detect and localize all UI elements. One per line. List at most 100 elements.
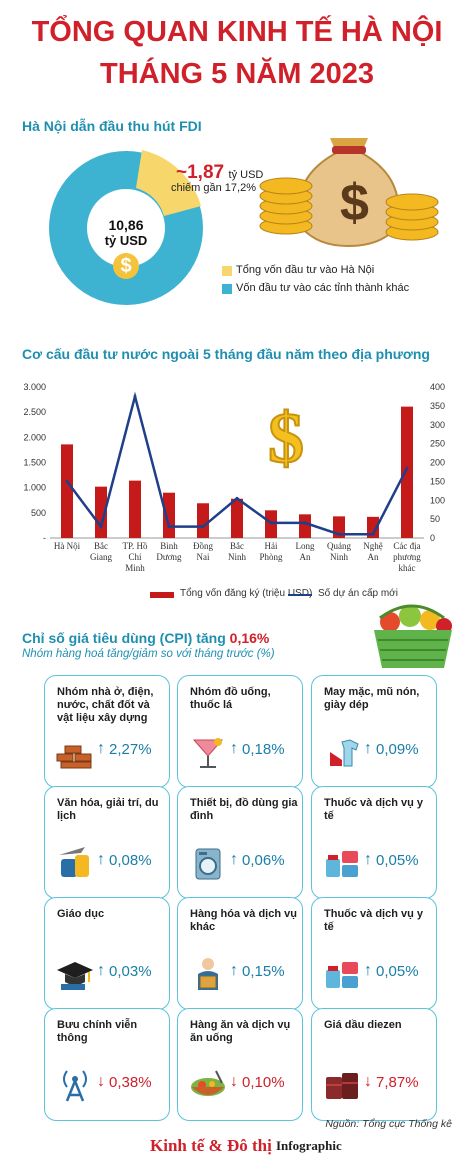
bricks-icon (55, 734, 95, 770)
line-point (337, 532, 341, 536)
y-right-tick-label: 150 (430, 476, 445, 486)
arrow-up-icon: ↑ (364, 851, 372, 868)
x-tick-label: TP. Hồ (122, 541, 148, 551)
arrow-up-icon: ↑ (364, 740, 372, 757)
cpi-card: May mặc, mũ nón, giày dép ↑ 0,09% (311, 675, 437, 788)
x-tick-label: An (368, 552, 379, 562)
x-tick-label: Các địa (393, 541, 420, 551)
x-tick-label: phương (393, 552, 421, 562)
x-tick-label: Hải (265, 541, 278, 551)
travel-icon (55, 845, 95, 881)
chart-legend-swatch-bar (150, 592, 174, 598)
y-right-tick-label: 250 (430, 439, 445, 449)
chart-legend-label-line: Số dự án cấp mới (318, 588, 398, 599)
dollar-sign-icon: $ (268, 398, 304, 478)
arrow-up-icon: ↑ (97, 962, 105, 979)
cpi-card: Nhóm nhà ở, điện, nước, chất đốt và vật … (44, 675, 170, 788)
x-tick-label: Bình (160, 541, 178, 551)
bar (231, 498, 243, 538)
x-tick-label: Quảng (327, 541, 351, 551)
legend-swatch-hanoi (222, 266, 232, 276)
fdi-donut-chart (49, 150, 203, 305)
fdi-bar-chart: - 500 1.000 1.500 2.000 2.500 3.000 0 50 100 150 20… (23, 382, 445, 573)
x-tick-label: Ninh (228, 552, 247, 562)
cpi-card-label: Thuốc và dịch vụ y tế (324, 797, 424, 822)
line-point (235, 496, 239, 500)
y-left-tick-label: 2.500 (23, 407, 46, 417)
x-tick-label: Long (296, 541, 315, 551)
graduation-cap-icon (55, 956, 95, 992)
cpi-card-value: 0,05% (376, 963, 419, 980)
cpi-card: Thuốc và dịch vụ y tế ↑ 0,05% (311, 897, 437, 1010)
x-tick-label: Hà Nội (54, 541, 81, 551)
cpi-card-label: Giáo dục (57, 908, 105, 920)
line-point (201, 525, 205, 529)
cpi-heading-text: Chỉ số giá tiêu dùng (CPI) tăng (22, 630, 230, 646)
x-tick-label: An (300, 552, 311, 562)
bar (299, 514, 311, 538)
footer-source: Nguồn: Tổng cục Thống kê (325, 1118, 452, 1130)
arrow-down-icon: ↓ (364, 1073, 372, 1090)
y-right-tick-label: 0 (430, 533, 435, 543)
x-tick-label: Dương (156, 552, 182, 562)
bar (367, 516, 379, 538)
line-point (65, 479, 69, 483)
legend-swatch-other (222, 284, 232, 294)
chart-heading: Cơ cấu đầu tư nước ngoài 5 tháng đầu năm… (22, 346, 430, 362)
money-bag-icon: $ (259, 138, 439, 248)
fdi-total-value: 10,86 (108, 217, 144, 233)
cpi-card-value: 7,87% (376, 1074, 419, 1091)
medicine-icon (322, 845, 362, 881)
y-left-tick-label: 1.500 (23, 458, 46, 468)
arrow-up-icon: ↑ (230, 740, 238, 757)
title-line-1: TỔNG QUAN KINH TẾ HÀ NỘI (31, 16, 443, 48)
x-tick-label: Đồng (193, 541, 213, 551)
chart-legend-swatch-line (288, 594, 312, 596)
x-tick-label: Minh (125, 563, 145, 573)
title-line-2: THÁNG 5 NĂM 2023 (100, 58, 374, 90)
arrow-down-icon: ↓ (97, 1073, 105, 1090)
bar (401, 406, 413, 538)
cpi-card: Thuốc và dịch vụ y tế ↑ 0,05% (311, 786, 437, 899)
medicine-icon (322, 956, 362, 992)
line-point (405, 466, 409, 470)
cpi-card-value: 0,38% (109, 1074, 152, 1091)
cpi-card-label: Giá dầu diezen (324, 1019, 402, 1031)
cpi-card: Bưu chính viễn thông ↓ 0,38% (44, 1008, 170, 1121)
bar (129, 480, 141, 538)
arrow-up-icon: ↑ (230, 851, 238, 868)
line-point (269, 521, 273, 525)
cpi-card-label: Nhóm nhà ở, điện, nước, chất đốt và vật … (57, 686, 154, 724)
x-tick-label: Nai (197, 552, 210, 562)
cpi-card-value: 0,18% (242, 741, 285, 758)
cpi-card-label: Hàng ăn và dịch vụ ăn uống (190, 1019, 291, 1044)
cpi-card-value: 0,03% (109, 963, 152, 980)
legend-label-hanoi: Tổng vốn đầu tư vào Hà Nội (236, 264, 375, 276)
cpi-card: Hàng ăn và dịch vụ ăn uống ↓ 0,10% (177, 1008, 303, 1121)
y-right-tick-label: 200 (430, 458, 445, 468)
y-right-tick-label: 350 (430, 401, 445, 411)
cpi-card: Văn hóa, giải trí, du lịch ↑ 0,08% (44, 786, 170, 899)
x-tick-label: Nghệ (363, 541, 383, 551)
cpi-card: Nhóm đồ uống, thuốc lá ↑ 0,18% (177, 675, 303, 788)
donut-hanoi-slice (136, 150, 201, 216)
cpi-card-label: Hàng hóa và dịch vụ khác (190, 908, 297, 933)
antenna-icon (55, 1067, 95, 1103)
line-point (167, 525, 171, 529)
cpi-card-label: Nhóm đồ uống, thuốc lá (190, 686, 271, 711)
x-tick-label: Bắc (230, 541, 244, 551)
arrow-up-icon: ↑ (230, 962, 238, 979)
cpi-card-label: May mặc, mũ nón, giày dép (324, 686, 420, 711)
cpi-heading: Chỉ số giá tiêu dùng (CPI) tăng 0,16% (22, 630, 269, 646)
cpi-card-label: Văn hóa, giải trí, du lịch (57, 797, 159, 822)
bar (95, 486, 107, 538)
fdi-total-unit: tỷ USD (104, 233, 148, 248)
food-bowl-icon (188, 1067, 228, 1103)
y-left-tick-label: - (43, 533, 46, 543)
cocktail-icon (188, 734, 228, 770)
x-tick-label: Phòng (259, 552, 283, 562)
arrow-up-icon: ↑ (97, 851, 105, 868)
fdi-hanoi-value: ~1,87 (176, 162, 225, 183)
bar (197, 503, 209, 538)
x-tick-label: khác (399, 563, 416, 573)
